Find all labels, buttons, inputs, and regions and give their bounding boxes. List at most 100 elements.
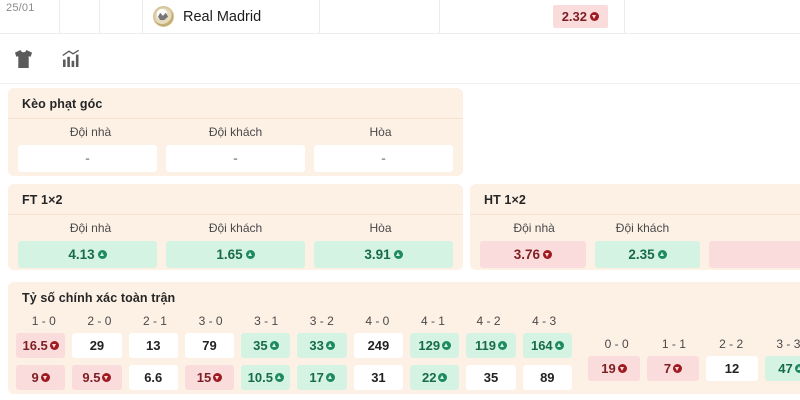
score-left-r1-cell-5-value: 33 (309, 338, 324, 353)
score-left-r1-cell-9[interactable]: 164 (522, 333, 572, 358)
score-left-r1-cell-6[interactable]: 249 (353, 333, 404, 358)
score-left-r2-cell-3[interactable]: 15 (184, 365, 235, 390)
ft-panel-title: FT 1×2 (22, 193, 63, 207)
score-left-header-8: 4 - 2 (476, 314, 501, 328)
score-grid-right: 0 - 0 1 - 1 2 - 2 3 - 3 19 7 12 47 (580, 312, 800, 388)
score-left-header-1: 2 - 0 (87, 314, 112, 328)
score-left-row-1: 16.5 29 13 79 35 33 249 129 119 164 (8, 333, 580, 365)
arrow-up-icon (274, 373, 284, 382)
score-left-r1-cell-9-value: 164 (530, 338, 553, 353)
score-left-header-4: 3 - 1 (254, 314, 279, 328)
score-left-r2-cell-6[interactable]: 31 (353, 365, 404, 390)
score-right-r1-cell-3[interactable]: 47 (765, 356, 800, 381)
arrow-up-icon (657, 250, 667, 259)
score-left-r2-cell-5-value: 17 (309, 370, 324, 385)
arrow-up-icon (97, 250, 107, 259)
score-left-r1-cell-3[interactable]: 79 (184, 333, 235, 358)
score-right-header-row: 0 - 0 1 - 1 2 - 2 3 - 3 (580, 335, 800, 356)
score-panel-title: Tỷ số chính xác toàn trận (22, 291, 176, 305)
ht-value-draw[interactable] (709, 241, 800, 268)
match-row[interactable]: 25/01 Real Madrid 2.32 (0, 0, 800, 34)
score-left-header-5: 3 - 2 (309, 314, 334, 328)
bar-chart-icon[interactable] (58, 46, 84, 72)
match-col-last (625, 0, 800, 33)
score-left-r1-cell-4[interactable]: 35 (241, 333, 291, 358)
score-right-r1-cell-1[interactable]: 7 (647, 356, 699, 381)
score-left-r1-cell-7-value: 129 (418, 338, 441, 353)
ft-value-home[interactable]: 4.13 (18, 241, 157, 268)
score-left-r2-cell-5[interactable]: 17 (297, 365, 347, 390)
ft-value-away[interactable]: 1.65 (166, 241, 305, 268)
corner-value-draw[interactable]: - (314, 145, 453, 172)
arrow-up-icon (442, 341, 452, 350)
score-left-r1-cell-0-value: 16.5 (22, 338, 48, 353)
score-left-r1-cell-1[interactable]: 29 (72, 333, 122, 358)
score-right-header-0: 0 - 0 (604, 337, 629, 351)
match-odds-chip[interactable]: 2.32 (552, 5, 608, 28)
match-col-b (100, 0, 143, 33)
real-madrid-crest-icon (153, 6, 174, 27)
score-right-r1-cell-0-value: 19 (601, 361, 616, 376)
score-right-r1-cell-2[interactable]: 12 (706, 356, 758, 381)
arrow-down-icon (617, 364, 627, 373)
arrow-down-icon (542, 250, 552, 259)
score-right-r1-cell-3-value: 47 (778, 361, 793, 376)
ft-value-draw[interactable]: 3.91 (314, 241, 453, 268)
corner-header-home: Đội nhà (69, 125, 112, 139)
arrow-down-icon (213, 373, 223, 382)
ft-header-draw: Hòa (369, 221, 392, 235)
score-right-r1-cell-0[interactable]: 19 (588, 356, 640, 381)
score-right-header-1: 1 - 1 (661, 337, 686, 351)
score-left-r1-cell-7[interactable]: 129 (410, 333, 460, 358)
score-right-header-2: 2 - 2 (719, 337, 744, 351)
arrow-down-icon (590, 12, 599, 21)
score-right-header-3: 3 - 3 (776, 337, 800, 351)
score-left-r2-cell-1[interactable]: 9.5 (72, 365, 122, 390)
score-left-r2-cell-8[interactable]: 35 (466, 365, 516, 390)
jersey-icon[interactable] (10, 46, 36, 72)
score-left-r1-cell-8[interactable]: 119 (466, 333, 516, 358)
corner-value-away-text: - (233, 151, 238, 166)
score-left-r2-cell-2[interactable]: 6.6 (128, 365, 178, 390)
ft-value-away-text: 1.65 (216, 247, 243, 262)
score-left-r2-cell-1-value: 9.5 (82, 370, 101, 385)
ft-header-away: Đội khách (208, 221, 263, 235)
arrow-up-icon (498, 341, 508, 350)
score-left-r2-cell-4[interactable]: 10.5 (241, 365, 291, 390)
ht-value-home[interactable]: 3.76 (480, 241, 586, 268)
score-left-r1-cell-3-value: 79 (202, 338, 217, 353)
arrow-up-icon (325, 341, 335, 350)
score-right-r1-cell-2-value: 12 (724, 361, 740, 376)
ht-value-home-text: 3.76 (513, 247, 540, 262)
match-date-cell: 25/01 (0, 0, 60, 33)
ht-header-away: Đội khách (615, 221, 670, 235)
corner-value-away[interactable]: - (166, 145, 305, 172)
corner-value-home[interactable]: - (18, 145, 157, 172)
ht-header-home: Đội nhà (513, 221, 555, 235)
score-left-r2-cell-6-value: 31 (371, 370, 386, 385)
score-right-r1-cell-1-value: 7 (663, 361, 672, 376)
match-odds-cell[interactable]: 2.32 (440, 0, 625, 33)
arrow-up-icon (554, 341, 564, 350)
score-left-r2-cell-9[interactable]: 89 (522, 365, 572, 390)
score-left-r2-cell-4-value: 10.5 (247, 370, 273, 385)
score-left-header-3: 3 - 0 (198, 314, 223, 328)
corner-value-home-text: - (85, 151, 90, 166)
ft-1x2-panel: FT 1×2 Đội nhà Đội khách Hòa 4.13 1.65 3… (8, 184, 463, 270)
score-left-r2-cell-0[interactable]: 9 (16, 365, 66, 390)
score-left-row-2: 9 9.5 6.6 15 10.5 17 31 22 35 89 (8, 365, 580, 394)
arrow-up-icon (325, 373, 335, 382)
score-left-r1-cell-2[interactable]: 13 (128, 333, 178, 358)
ht-value-away[interactable]: 2.35 (594, 241, 701, 268)
ft-value-row: 4.13 1.65 3.91 (8, 241, 463, 270)
toolbar (0, 34, 800, 84)
arrow-up-icon (393, 250, 403, 259)
score-left-r1-cell-0[interactable]: 16.5 (16, 333, 66, 358)
score-left-r1-cell-6-value: 249 (367, 338, 390, 353)
score-left-r2-cell-7[interactable]: 22 (410, 365, 460, 390)
score-left-header-2: 2 - 1 (142, 314, 167, 328)
corner-panel-title: Kèo phạt góc (22, 97, 103, 111)
match-col-mid (320, 0, 440, 33)
score-left-r1-cell-5[interactable]: 33 (297, 333, 347, 358)
match-team-cell[interactable]: Real Madrid (143, 0, 320, 33)
